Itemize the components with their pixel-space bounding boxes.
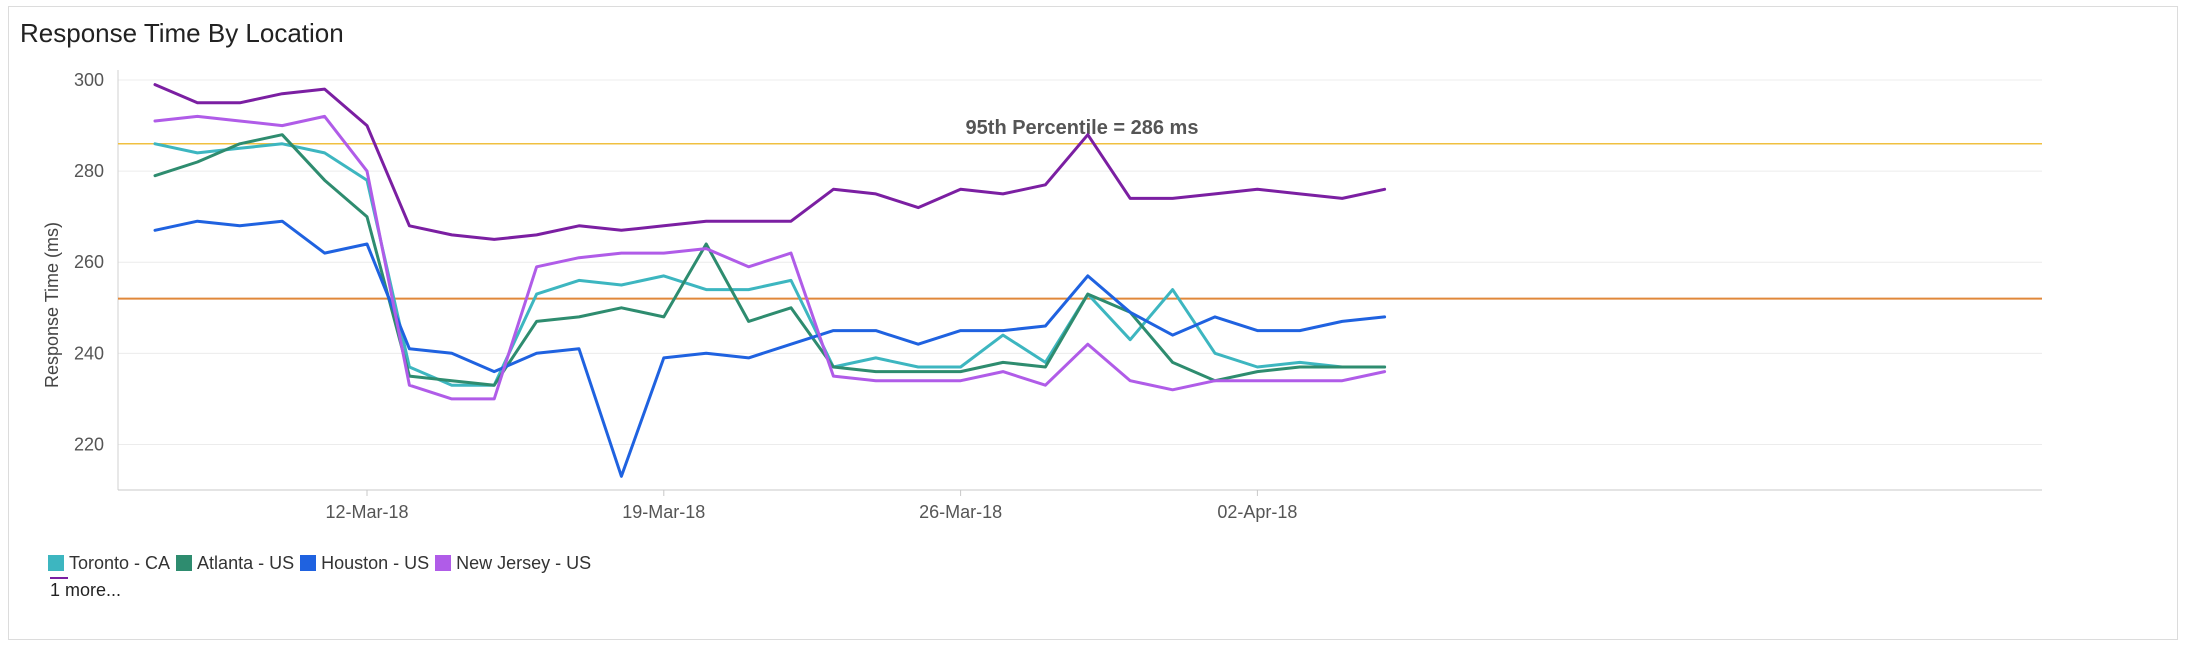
legend-label-new-jersey: New Jersey - US: [456, 552, 592, 573]
y-tick-label-240: 240: [74, 343, 104, 363]
y-tick-label-280: 280: [74, 161, 104, 181]
series-line-1-more-series: [153, 83, 1387, 241]
series-line-houston-us: [153, 219, 1387, 478]
legend-item-houston[interactable]: Houston - US: [300, 553, 429, 574]
legend-item-toronto[interactable]: Toronto - CA: [48, 553, 170, 574]
percentile-95-line-label: 95th Percentile = 286 ms: [966, 117, 1199, 139]
series-line-new-jersey-us: [153, 114, 1387, 401]
chart-panel: [8, 6, 2178, 640]
legend-label-atlanta: Atlanta - US: [197, 552, 295, 573]
series-line-toronto-ca: [153, 142, 1387, 387]
legend-label-houston: Houston - US: [321, 552, 430, 573]
x-tick-label-19: 26-Mar-18: [919, 502, 1002, 522]
y-tick-label-260: 260: [74, 252, 104, 272]
series-line-atlanta-us: [153, 133, 1387, 387]
legend-label-toronto: Toronto - CA: [69, 552, 171, 573]
legend-item-atlanta[interactable]: Atlanta - US: [176, 553, 294, 574]
legend-swatch-new-jersey: [435, 555, 452, 571]
legend-more-line: [50, 577, 68, 579]
legend-swatch-atlanta: [176, 555, 193, 571]
y-tick-label-300: 300: [74, 70, 104, 90]
y-axis-title: Response Time (ms): [42, 222, 62, 388]
x-tick-label-12: 19-Mar-18: [622, 502, 705, 522]
y-tick-label-220: 220: [74, 434, 104, 454]
legend-more-link[interactable]: 1 more...: [50, 580, 122, 600]
legend-swatch-houston: [300, 555, 317, 571]
x-tick-label-26: 02-Apr-18: [1217, 502, 1297, 522]
x-tick-label-5: 12-Mar-18: [325, 502, 408, 522]
legend: Toronto - CA Atlanta - US Houston - US N…: [48, 548, 597, 578]
legend-swatch-toronto: [48, 555, 64, 571]
chart-title: Response Time By Location: [20, 18, 344, 48]
legend-item-new-jersey[interactable]: New Jersey - US: [435, 553, 591, 574]
